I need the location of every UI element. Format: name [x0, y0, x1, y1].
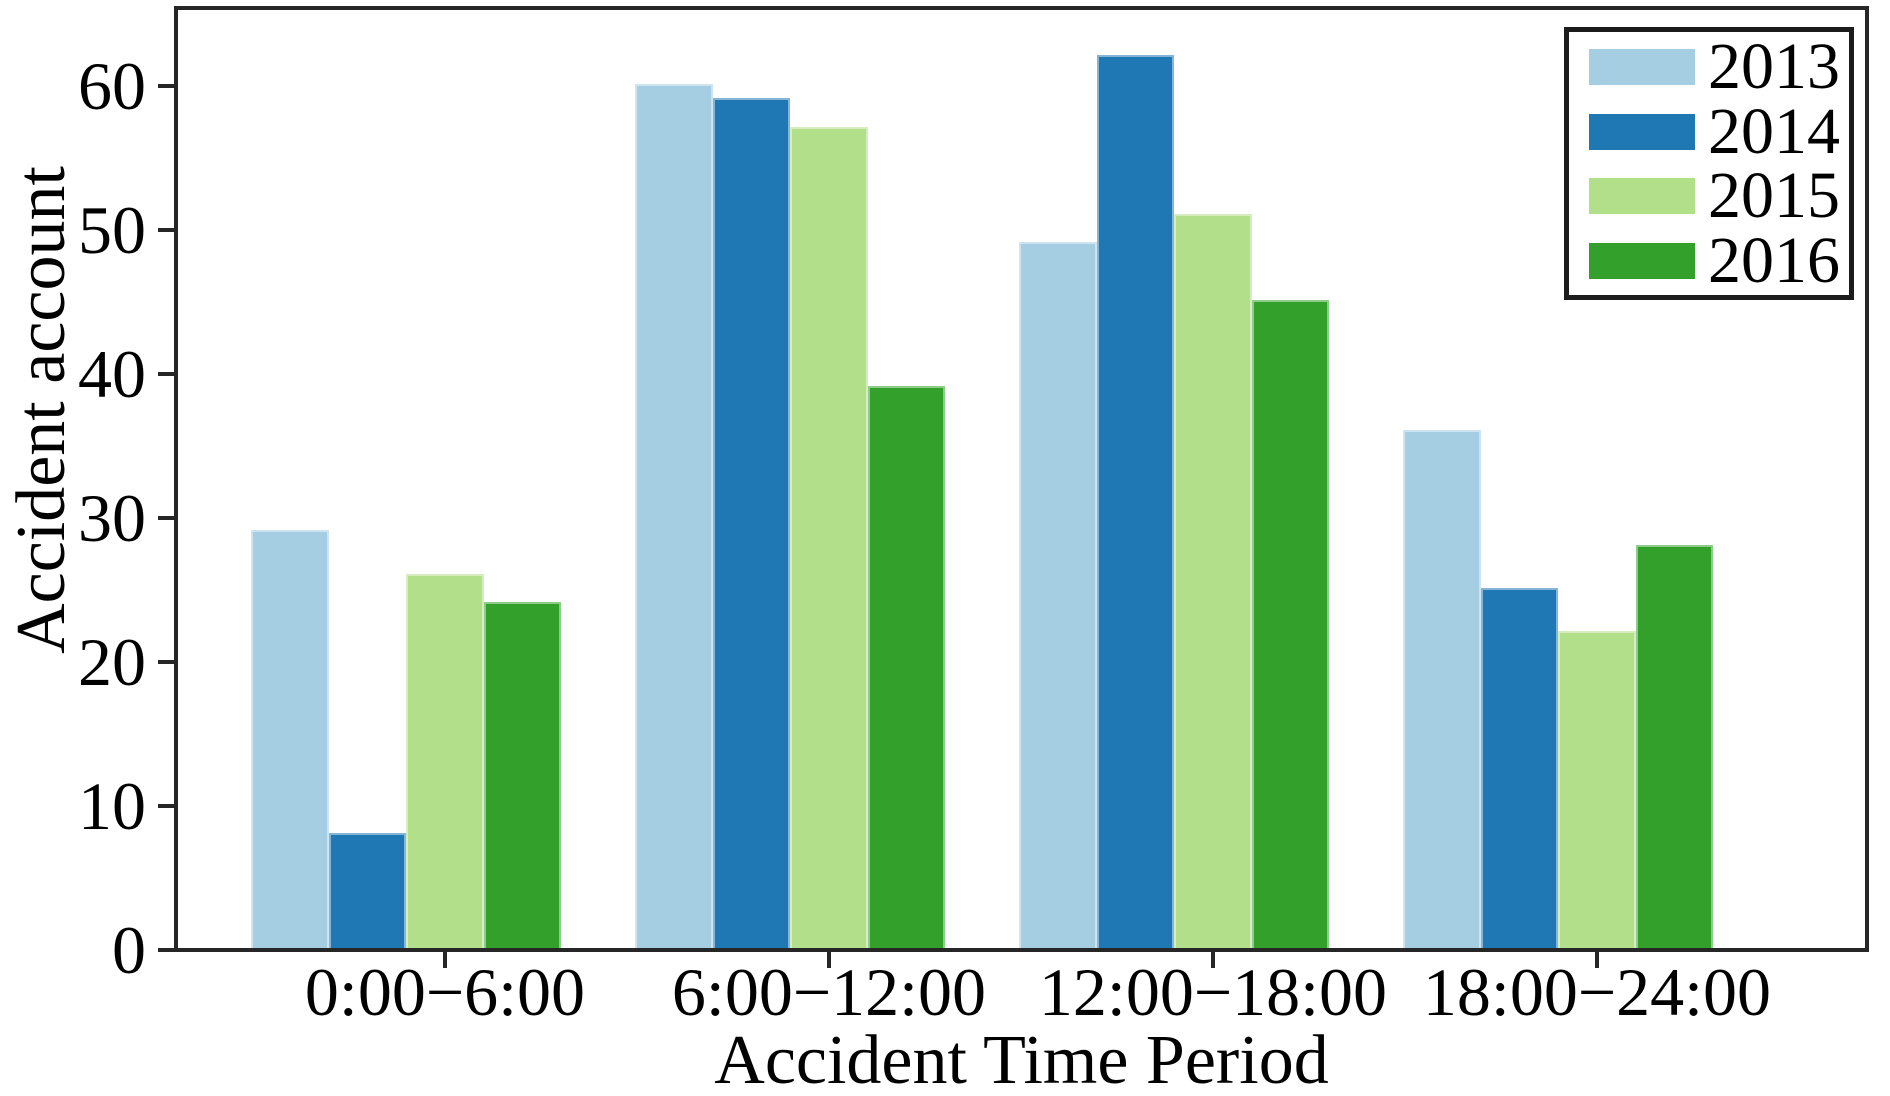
bar-2013-group-1	[635, 84, 713, 948]
y-tick-mark	[158, 804, 174, 808]
y-tick-label: 30	[78, 480, 146, 556]
legend-label: 2014	[1708, 94, 1840, 168]
bar-2016-group-0	[483, 602, 562, 948]
x-tick-label: 18:00−24:00	[1422, 954, 1772, 1030]
x-tick-mark	[827, 952, 831, 968]
legend: 2013 2014 2015 2016	[1564, 27, 1854, 300]
y-tick-label: 60	[78, 48, 146, 124]
legend-entry-2013: 2013	[1589, 30, 1849, 104]
x-tick-mark	[1595, 952, 1599, 968]
bar-2015-group-1	[790, 127, 868, 948]
axis-spine-bottom	[174, 948, 1869, 952]
y-tick-label: 10	[78, 768, 146, 844]
y-tick-label: 20	[78, 624, 146, 700]
y-tick-label: 40	[78, 336, 146, 412]
bar-2016-group-3	[1635, 544, 1714, 948]
y-tick-mark	[158, 948, 174, 952]
y-tick-mark	[158, 660, 174, 664]
x-tick-mark	[1211, 952, 1215, 968]
axis-spine-top	[174, 6, 1869, 10]
y-tick-label: 0	[112, 912, 146, 988]
bar-2014-group-3	[1480, 588, 1559, 948]
legend-entry-2014: 2014	[1589, 94, 1849, 168]
y-tick-mark	[158, 516, 174, 520]
legend-label: 2016	[1708, 223, 1840, 297]
x-axis-title: Accident Time Period	[714, 1022, 1329, 1096]
bar-2016-group-2	[1251, 300, 1330, 948]
y-tick-mark	[158, 228, 174, 232]
bar-2015-group-2	[1174, 213, 1252, 948]
legend-swatch	[1589, 113, 1695, 150]
x-tick-label: 0:00−6:00	[304, 954, 586, 1030]
legend-swatch	[1589, 178, 1695, 215]
legend-entry-2016: 2016	[1589, 223, 1849, 297]
axis-spine-left	[174, 6, 178, 952]
x-tick-label: 6:00−12:00	[671, 954, 987, 1030]
legend-label: 2013	[1708, 30, 1840, 104]
legend-entry-2015: 2015	[1589, 159, 1849, 233]
bar-2014-group-2	[1096, 55, 1175, 948]
bar-2016-group-1	[867, 386, 946, 948]
bar-2014-group-1	[712, 98, 791, 948]
bar-2015-group-3	[1558, 631, 1636, 948]
legend-swatch	[1589, 242, 1695, 279]
bar-2013-group-3	[1403, 429, 1481, 948]
y-tick-label: 50	[78, 192, 146, 268]
bar-2013-group-0	[251, 530, 329, 948]
legend-swatch	[1589, 49, 1695, 86]
y-tick-mark	[158, 372, 174, 376]
legend-label: 2015	[1708, 159, 1840, 233]
x-tick-label: 12:00−18:00	[1038, 954, 1388, 1030]
bar-2014-group-0	[328, 832, 407, 948]
y-tick-mark	[158, 84, 174, 88]
axis-spine-right	[1865, 6, 1869, 952]
bar-2013-group-2	[1019, 242, 1097, 948]
x-tick-mark	[443, 952, 447, 968]
bar-2015-group-0	[406, 573, 484, 948]
